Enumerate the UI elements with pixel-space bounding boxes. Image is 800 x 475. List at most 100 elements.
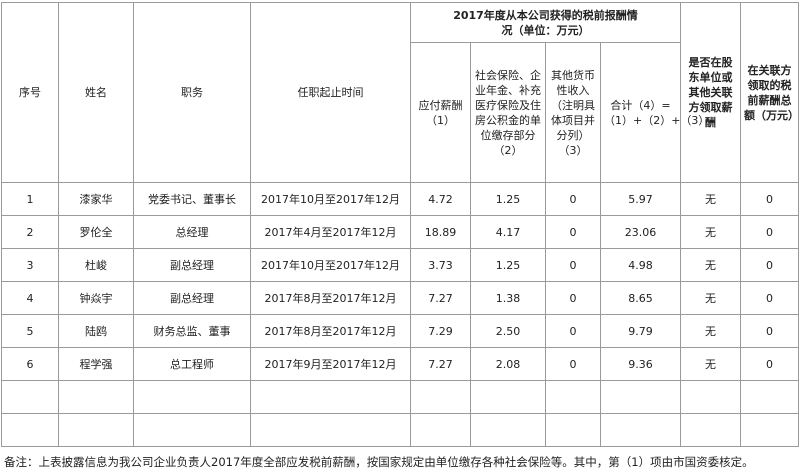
empty-cell: [545, 380, 601, 414]
empty-cell: [250, 413, 411, 447]
table-cell: 0: [740, 182, 799, 216]
header-cell: 序号: [1, 2, 59, 183]
table-cell: 无: [680, 182, 741, 216]
empty-cell: [250, 380, 411, 414]
table-cell: 副总经理: [133, 248, 251, 282]
empty-row: [1, 413, 799, 447]
table-cell: 财务总监、董事: [133, 314, 251, 348]
header-cell: 任职起止时间: [250, 2, 411, 183]
empty-cell: [680, 413, 741, 447]
table-cell: 4.72: [410, 182, 471, 216]
header-cell: 职务: [133, 2, 251, 183]
header-cell: 其他货币性收入（注明具体项目并分列）（3）: [545, 42, 601, 183]
table-cell: 0: [740, 347, 799, 381]
table-cell: 陆鸥: [58, 314, 134, 348]
table-cell: 7.27: [410, 347, 471, 381]
table-cell: 23.06: [600, 215, 681, 249]
table-cell: 无: [680, 281, 741, 315]
table-cell: 无: [680, 314, 741, 348]
table-cell: 5.97: [600, 182, 681, 216]
table-cell: 罗伦全: [58, 215, 134, 249]
table-row: 1 漆家华 党委书记、董事长 2017年10月至2017年12月 4.72 1.25 0 5.…: [1, 182, 799, 216]
table-cell: 1.38: [470, 281, 546, 315]
table-cell: 杜峻: [58, 248, 134, 282]
table-cell: 0: [545, 215, 601, 249]
header-cell: 姓名: [58, 2, 134, 183]
empty-cell: [740, 380, 799, 414]
table-row: 6 程学强 总工程师 2017年9月至2017年12月 7.27 2.08 0 9.36 无 0: [1, 347, 799, 381]
table-cell: 3.73: [410, 248, 471, 282]
table-cell: 2.50: [470, 314, 546, 348]
table-cell: 0: [545, 314, 601, 348]
table-cell: 2017年10月至2017年12月: [250, 182, 411, 216]
table-cell: 3: [1, 248, 59, 282]
table-cell: 0: [545, 248, 601, 282]
empty-cell: [58, 380, 134, 414]
table-cell: 程学强: [58, 347, 134, 381]
empty-cell: [58, 413, 134, 447]
table-cell: 2017年10月至2017年12月: [250, 248, 411, 282]
table-cell: 2017年4月至2017年12月: [250, 215, 411, 249]
table-cell: 2017年9月至2017年12月: [250, 347, 411, 381]
table-cell: 2: [1, 215, 59, 249]
table-cell: 7.27: [410, 281, 471, 315]
empty-cell: [470, 380, 546, 414]
table-cell: 8.65: [600, 281, 681, 315]
table-cell: 2017年8月至2017年12月: [250, 314, 411, 348]
footnote: 备注：上表披露信息为我公司企业负责人2017年度全部应发税前薪酬，按国家规定由单…: [4, 455, 754, 469]
header-cell: 应付薪酬（1）: [410, 42, 471, 183]
salary-table: 序号 姓名 职务 任职起止时间 2017年度从本公司获得的税前报酬情况（单位：万…: [1, 2, 799, 447]
table-cell: 7.29: [410, 314, 471, 348]
table-cell: 9.79: [600, 314, 681, 348]
table-cell: 2.08: [470, 347, 546, 381]
header-cell: 合计（4）=（1）+（2）+（3）: [600, 42, 709, 183]
table-cell: 党委书记、董事长: [133, 182, 251, 216]
table-row: 2 罗伦全 总经理 2017年4月至2017年12月 18.89 4.17 0 23.06 无 0: [1, 215, 799, 249]
header-cell: 社会保险、企业年金、补充医疗保险及住房公积金的单位缴存部分（2）: [470, 42, 546, 183]
table-cell: 无: [680, 347, 741, 381]
table-row: 4 钟焱宇 副总经理 2017年8月至2017年12月 7.27 1.38 0 8.65 无 0: [1, 281, 799, 315]
table-cell: 0: [740, 281, 799, 315]
table-cell: 无: [680, 248, 741, 282]
table-cell: 0: [740, 248, 799, 282]
table-cell: 1: [1, 182, 59, 216]
table-cell: 0: [545, 182, 601, 216]
table-cell: 4: [1, 281, 59, 315]
table-cell: 1.25: [470, 182, 546, 216]
table-cell: 0: [740, 314, 799, 348]
empty-cell: [600, 413, 681, 447]
table-cell: 总工程师: [133, 347, 251, 381]
header-cell: 在关联方领取的税前薪酬总额（万元）: [740, 2, 799, 183]
table-row: 3 杜峻 副总经理 2017年10月至2017年12月 3.73 1.25 0 4.98 无 0: [1, 248, 799, 282]
empty-cell: [600, 380, 681, 414]
table-cell: 0: [545, 347, 601, 381]
empty-cell: [545, 413, 601, 447]
table-cell: 总经理: [133, 215, 251, 249]
empty-cell: [133, 380, 251, 414]
empty-cell: [410, 413, 471, 447]
header-group: 2017年度从本公司获得的税前报酬情况（单位：万元）: [410, 2, 681, 43]
header-cell: 是否在股东单位或其他关联方领取薪酬: [680, 2, 741, 183]
table-cell: 0: [545, 281, 601, 315]
table-cell: 9.36: [600, 347, 681, 381]
table-cell: 18.89: [410, 215, 471, 249]
table-cell: 钟焱宇: [58, 281, 134, 315]
empty-cell: [410, 380, 471, 414]
table-cell: 无: [680, 215, 741, 249]
empty-row: [1, 380, 799, 414]
table-cell: 0: [740, 215, 799, 249]
table-cell: 副总经理: [133, 281, 251, 315]
empty-cell: [470, 413, 546, 447]
empty-cell: [740, 413, 799, 447]
table-cell: 漆家华: [58, 182, 134, 216]
empty-cell: [1, 380, 59, 414]
empty-cell: [1, 413, 59, 447]
table-cell: 4.98: [600, 248, 681, 282]
table-cell: 5: [1, 314, 59, 348]
table-body: 1 漆家华 党委书记、董事长 2017年10月至2017年12月 4.72 1.25 0 5.…: [1, 182, 799, 447]
table-cell: 4.17: [470, 215, 546, 249]
table-cell: 2017年8月至2017年12月: [250, 281, 411, 315]
table-cell: 6: [1, 347, 59, 381]
table-row: 5 陆鸥 财务总监、董事 2017年8月至2017年12月 7.29 2.50 0 9.79 无…: [1, 314, 799, 348]
